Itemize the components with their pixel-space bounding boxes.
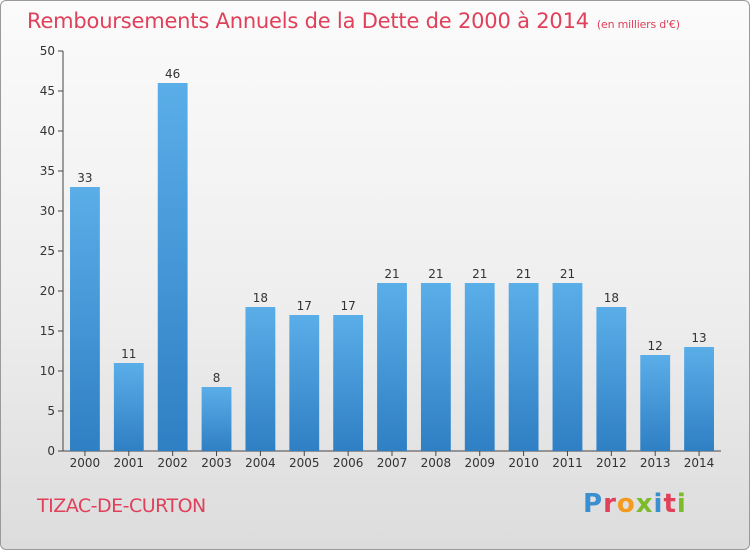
y-tick-label: 0 <box>47 444 55 458</box>
x-tick-label: 2012 <box>596 456 627 470</box>
logo-letter: r <box>603 489 617 519</box>
bar <box>377 283 407 451</box>
x-tick-label: 2010 <box>508 456 539 470</box>
bar <box>552 283 583 451</box>
x-tick-label: 2006 <box>333 456 364 470</box>
logo-letter: x <box>635 489 654 519</box>
bar <box>157 83 188 451</box>
bar-value-label: 12 <box>648 339 663 353</box>
bar <box>201 387 232 451</box>
y-tick-label: 15 <box>40 324 55 338</box>
y-tick-label: 35 <box>40 164 55 178</box>
y-tick-label: 5 <box>47 404 55 418</box>
proxiti-logo[interactable]: Proxiti <box>583 489 687 519</box>
bar <box>70 187 100 451</box>
bar <box>596 307 627 451</box>
y-tick-label: 45 <box>40 84 55 98</box>
x-tick-label: 2005 <box>289 456 320 470</box>
chart-subtitle: (en milliers d'€) <box>596 18 680 31</box>
bars: 33 11 46 8 18 17 17 21 21 21 21 21 18 12 13 <box>70 67 714 451</box>
x-tick-label: 2004 <box>245 456 276 470</box>
bar <box>508 283 539 451</box>
chart-title: Remboursements Annuels de la Dette de 20… <box>27 9 680 33</box>
bar-value-label: 21 <box>384 267 399 281</box>
bar-value-label: 18 <box>253 291 268 305</box>
chart-title-text: Remboursements Annuels de la Dette de 20… <box>27 9 589 33</box>
x-tick-label: 2002 <box>157 456 188 470</box>
y-tick-label: 25 <box>40 244 55 258</box>
bar-value-label: 21 <box>472 267 487 281</box>
bar-value-label: 18 <box>604 291 619 305</box>
bar-value-label: 11 <box>121 347 136 361</box>
bar-value-label: 21 <box>560 267 575 281</box>
axes: 0 5 10 15 20 25 30 35 40 45 50 2000 2001 2002 2003 2004… <box>40 44 721 470</box>
bar-value-label: 13 <box>691 331 706 345</box>
x-tick-label: 2014 <box>684 456 715 470</box>
x-tick-label: 2011 <box>552 456 583 470</box>
y-tick-label: 30 <box>40 204 55 218</box>
bar-value-label: 17 <box>340 299 355 313</box>
bar <box>245 307 276 451</box>
x-tick-label: 2001 <box>114 456 145 470</box>
x-tick-label: 2009 <box>464 456 495 470</box>
x-tick-label: 2003 <box>201 456 232 470</box>
bar <box>640 355 671 451</box>
logo-letter: o <box>616 489 636 519</box>
bar <box>684 347 714 451</box>
y-tick-label: 40 <box>40 124 55 138</box>
bar <box>333 315 364 451</box>
bar <box>113 363 144 451</box>
bar-value-label: 21 <box>428 267 443 281</box>
logo-letter: P <box>583 489 604 519</box>
x-tick-label: 2000 <box>70 456 101 470</box>
bar <box>420 283 451 451</box>
y-tick-label: 20 <box>40 284 55 298</box>
bar-value-label: 21 <box>516 267 531 281</box>
x-tick-label: 2007 <box>377 456 408 470</box>
y-tick-label: 10 <box>40 364 55 378</box>
y-tick-label: 50 <box>40 44 55 58</box>
x-tick-label: 2008 <box>421 456 452 470</box>
bar-value-label: 46 <box>165 67 180 81</box>
bar-value-label: 33 <box>77 171 92 185</box>
bar-value-label: 17 <box>297 299 312 313</box>
logo-letter: i <box>653 489 664 519</box>
bar <box>289 315 320 451</box>
x-tick-label: 2013 <box>640 456 671 470</box>
logo-letter: t <box>663 489 677 519</box>
bar <box>464 283 495 451</box>
logo-letter: i <box>676 489 687 519</box>
city-name: TIZAC-DE-CURTON <box>37 495 206 517</box>
bar-value-label: 8 <box>213 371 221 385</box>
